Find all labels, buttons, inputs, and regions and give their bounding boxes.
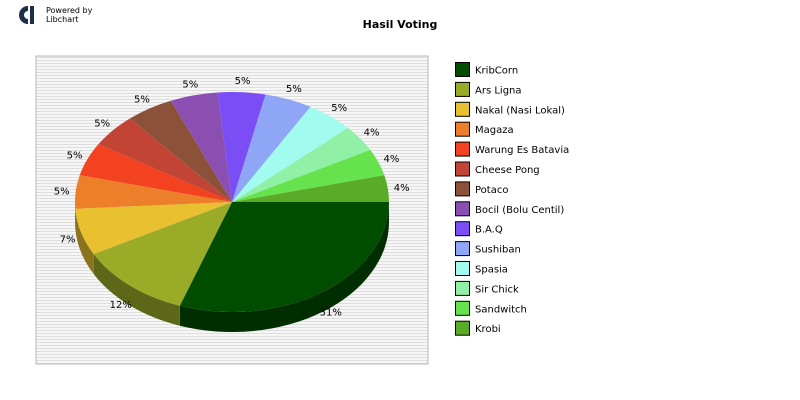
legend-label: KribCorn [475, 66, 518, 77]
chart-title: Hasil Voting [362, 18, 438, 31]
slice-sir-chick [232, 127, 371, 202]
legend-item-b-a-q: B.A.Q [455, 221, 503, 237]
slice-potaco [129, 100, 232, 202]
slice-ars-ligna [93, 202, 232, 306]
legend-item-sushiban: Sushiban [455, 241, 521, 257]
slice-warung-es-batavia [79, 144, 232, 202]
slice-magaza [75, 175, 232, 209]
legend-swatch [455, 221, 470, 237]
legend-label: Ars Ligna [475, 85, 522, 96]
slice-label-krobi: 4% [394, 183, 410, 194]
slice-label-cheese-pong: 5% [94, 119, 110, 130]
legend-label: Nakal (Nasi Lokal) [475, 105, 565, 116]
legend-label: Krobi [475, 324, 501, 335]
legend-item-bocil-bolu-centil: Bocil (Bolu Centil) [455, 201, 564, 217]
legend-label: Potaco [475, 185, 508, 196]
legend-swatch [455, 320, 470, 336]
slice-krobi [232, 175, 389, 202]
legend-item-magaza: Magaza [455, 121, 514, 137]
legend: KribCorn Ars Ligna Nakal (Nasi Lokal) Magaz… [455, 62, 569, 336]
legend-label: Spasia [475, 265, 508, 276]
slice-side-kribcorn [179, 202, 389, 332]
slice-sandwitch [232, 149, 385, 202]
legend-swatch [455, 280, 470, 296]
legend-swatch [455, 161, 470, 177]
slice-label-sushiban: 5% [286, 84, 302, 95]
slice-label-kribcorn: 31% [320, 307, 342, 318]
slice-label-sandwitch: 4% [384, 154, 400, 165]
powered-by-line2: Libchart [46, 15, 79, 24]
legend-swatch [455, 241, 470, 257]
pie-depth-group [75, 202, 389, 332]
slice-cheese-pong [98, 118, 233, 202]
slice-label-potaco: 5% [134, 94, 150, 105]
legend-label: Sandwitch [475, 304, 527, 315]
legend-item-potaco: Potaco [455, 181, 508, 197]
slice-label-ars-ligna: 12% [110, 300, 132, 311]
slice-label-nakal-nasi-lokal: 7% [60, 235, 76, 246]
legend-item-spasia: Spasia [455, 261, 508, 276]
legend-swatch [455, 81, 470, 97]
slice-bocil-bolu-centil [170, 92, 232, 202]
legend-item-nakal-nasi-lokal: Nakal (Nasi Lokal) [455, 101, 565, 117]
legend-item-ars-ligna: Ars Ligna [455, 81, 522, 97]
slice-nakal-nasi-lokal [75, 202, 232, 255]
legend-swatch [455, 121, 470, 137]
legend-swatch [455, 261, 470, 276]
legend-swatch [455, 181, 470, 197]
legend-item-sandwitch: Sandwitch [455, 300, 527, 316]
slice-label-spasia: 5% [331, 103, 347, 114]
legend-item-warung-es-batavia: Warung Es Batavia [455, 141, 569, 157]
legend-swatch [455, 141, 470, 157]
legend-item-krobi: Krobi [455, 320, 501, 336]
legend-label: Sir Chick [475, 284, 519, 295]
slice-side-ars-ligna [93, 254, 180, 326]
legend-swatch [455, 101, 470, 117]
slice-label-magaza: 5% [54, 187, 70, 198]
slice-b-a-q [217, 91, 266, 202]
pie-slices-group [75, 91, 389, 312]
slice-spasia [232, 106, 349, 202]
libchart-logo-icon [14, 5, 40, 29]
legend-item-sir-chick: Sir Chick [455, 280, 519, 296]
pie-labels-group: 31% 12% 7% 5% 5% 5% 5% 5% 5% 5% 5% 4% 4% 4% [54, 76, 410, 318]
powered-by-line1: Powered by [46, 6, 93, 15]
legend-label: Cheese Pong [475, 165, 540, 176]
legend-label: Sushiban [475, 245, 521, 256]
powered-by-text: Powered by Libchart [46, 6, 92, 24]
legend-item-kribcorn: KribCorn [455, 62, 518, 77]
slice-side-nakal-nasi-lokal [75, 208, 94, 275]
legend-label: Warung Es Batavia [475, 145, 569, 156]
legend-item-cheese-pong: Cheese Pong [455, 161, 540, 177]
slice-label-b-a-q: 5% [235, 76, 251, 87]
legend-label: Bocil (Bolu Centil) [475, 205, 564, 216]
slice-label-bocil-bolu-centil: 5% [182, 80, 198, 91]
slice-label-warung-es-batavia: 5% [67, 150, 83, 161]
legend-swatch [455, 300, 470, 316]
legend-swatch [455, 62, 470, 77]
slice-kribcorn [179, 202, 389, 312]
legend-label: Magaza [475, 125, 514, 136]
slice-sushiban [232, 94, 311, 202]
legend-swatch [455, 201, 470, 217]
slice-label-sir-chick: 4% [364, 128, 380, 139]
legend-label: B.A.Q [475, 225, 503, 236]
